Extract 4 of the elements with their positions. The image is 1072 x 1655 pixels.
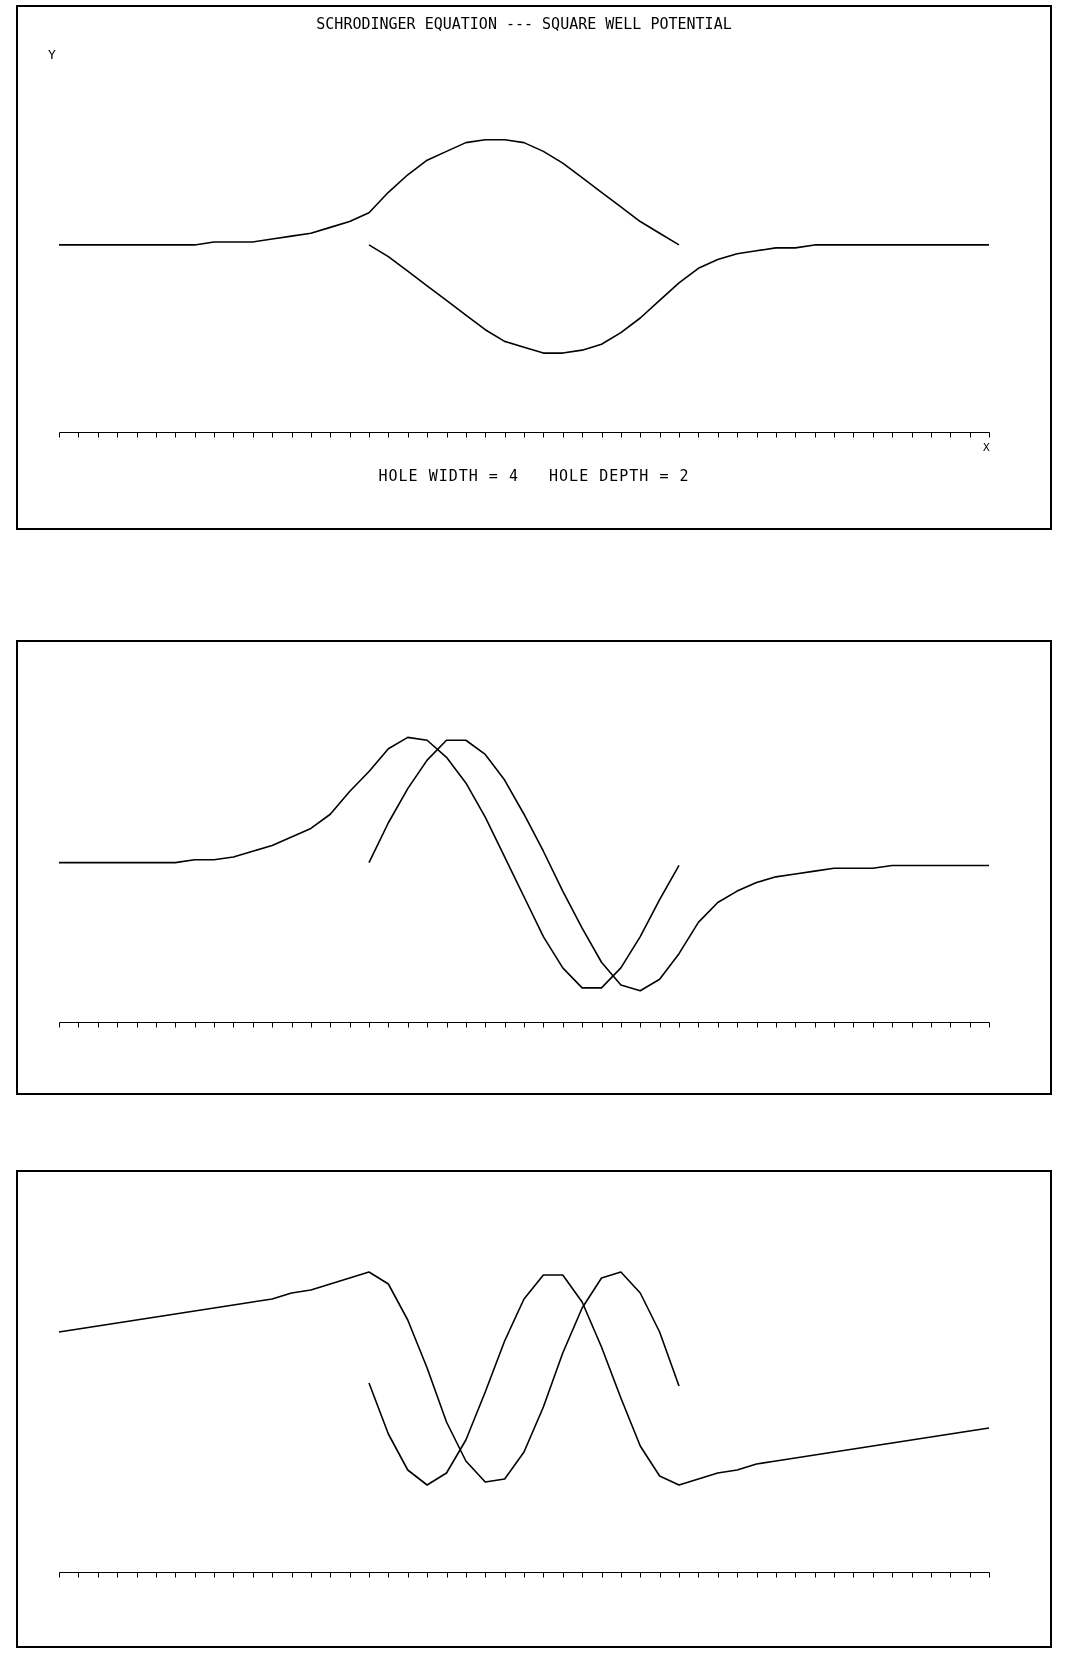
text: HOLE WIDTH = 4 HOLE DEPTH = 2 (377, 466, 691, 486)
x-axis-title: X (982, 441, 990, 454)
y-axis-title: Y (48, 47, 56, 62)
chart-title: SCHRODINGER EQUATION --- SQUARE WELL POTENTIAL (316, 15, 732, 33)
